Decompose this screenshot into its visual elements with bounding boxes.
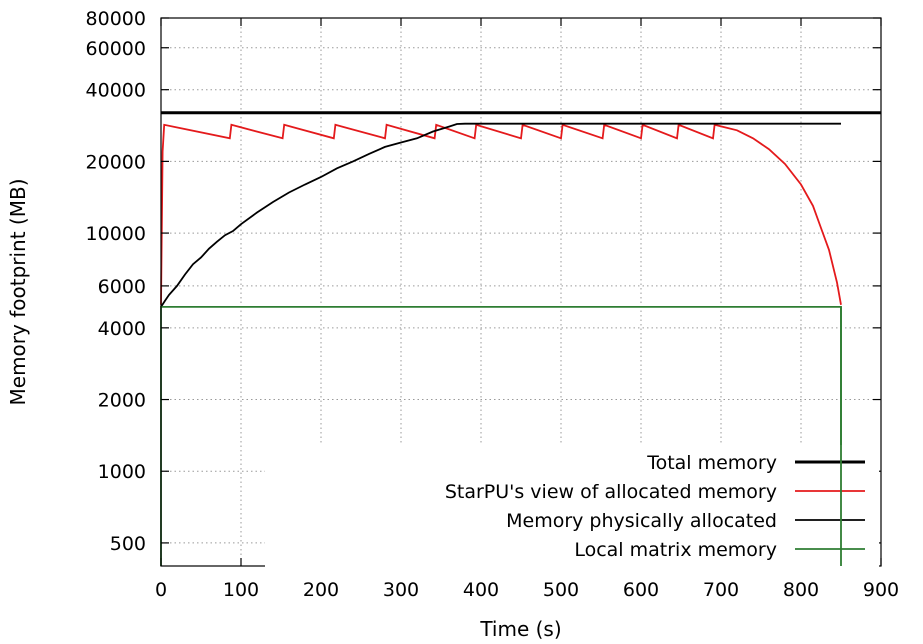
x-tick-label: 200 (303, 579, 339, 601)
y-tick-label: 60000 (86, 38, 146, 60)
x-tick-label: 0 (155, 579, 167, 601)
legend-label: StarPU's view of allocated memory (445, 481, 777, 503)
legend-label: Memory physically allocated (506, 510, 777, 532)
y-tick-label: 4000 (98, 318, 146, 340)
y-tick-label: 20000 (86, 151, 146, 173)
y-tick-label: 80000 (86, 8, 146, 30)
legend-background (265, 445, 879, 567)
y-axis-title: Memory footprint (MB) (6, 179, 30, 406)
x-tick-label: 600 (623, 579, 659, 601)
axis-ticks: 0 100 200 300 400 500 600 700 800 900 500 1000 2000 4… (86, 8, 900, 601)
series-line-3 (160, 122, 841, 308)
legend-label: Total memory (646, 452, 777, 474)
x-tick-label: 900 (863, 579, 899, 601)
y-tick-label: 10000 (86, 223, 146, 245)
series-line-2 (160, 123, 842, 305)
x-tick-label: 300 (383, 579, 419, 601)
x-tick-label: 400 (463, 579, 499, 601)
y-tick-label: 6000 (98, 276, 146, 298)
legend: Total memory StarPU's view of allocated m… (265, 306, 879, 567)
x-tick-label: 700 (703, 579, 739, 601)
y-tick-label: 1000 (98, 461, 146, 483)
x-axis-title: Time (s) (479, 617, 561, 641)
legend-label: Local matrix memory (574, 539, 777, 561)
y-tick-label: 500 (110, 533, 146, 555)
y-tick-label: 2000 (98, 390, 146, 412)
x-tick-label: 100 (223, 579, 259, 601)
x-tick-label: 800 (783, 579, 819, 601)
y-tick-label: 40000 (86, 80, 146, 102)
x-tick-label: 500 (543, 579, 579, 601)
